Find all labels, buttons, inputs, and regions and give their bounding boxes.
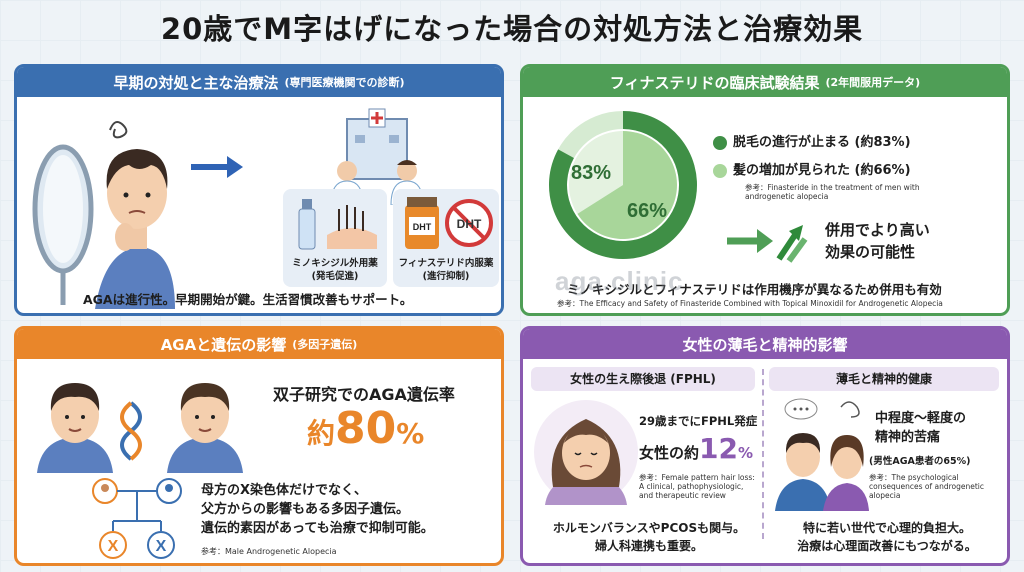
- growth-arrows-icon: [727, 225, 808, 263]
- finasteride-label: フィナステリド内服薬: [398, 258, 494, 269]
- finasteride-card: DHT DHT フィナステリド内服薬 (進行抑制): [393, 189, 499, 287]
- combo-caption: ミノキシジルとフィナステリドは作用機序が異なるため併用も有効: [567, 282, 942, 297]
- arrow-right-icon: [191, 156, 243, 178]
- female-hair-loss-panel: 女性の薄毛と精神的影響 女性の生え際後退 (FPHL) 薄毛と精神的健康 29歳…: [520, 326, 1010, 566]
- divider: [762, 369, 764, 539]
- mirror-man-illustration: [32, 144, 175, 309]
- early-treatment-caption: AGAは進行性。早期開始が鍵。生活習慣改善もサポート。: [83, 292, 413, 307]
- genetics-panel: AGAと遺伝の影響 (多因子遺伝) 双子研究でのAGA遺伝率 約80% X X …: [14, 326, 504, 566]
- page-title: 20歳でM字はげになった場合の対処方法と治療効果: [160, 12, 864, 46]
- worry-scribble-icon: [109, 120, 128, 139]
- trial-reference: 参考：Finasteride in the treatment of men w…: [745, 183, 920, 201]
- finasteride-donut-chart: 83% 66%: [549, 111, 697, 259]
- early-treatment-panel: 早期の対処と主な治療法 (専門医療機関での診断): [14, 64, 504, 316]
- female-hair-loss-heading: 女性の薄毛と精神的影響: [523, 329, 1007, 359]
- heritability-value: 約80%: [307, 403, 425, 454]
- mental-health-title: 薄毛と精神的健康: [769, 367, 999, 391]
- donut-label-0: 83%: [571, 162, 611, 184]
- fphl-caption: ホルモンバランスやPCOSも関与。 婦人科連携も重要。: [552, 521, 746, 553]
- fphl-title: 女性の生え際後退 (FPHL): [531, 367, 755, 391]
- finasteride-bottle-icon: DHT DHT: [405, 197, 493, 249]
- genetics-text: 母方のX染色体だけでなく、 父方からの影響もある多因子遺伝。 遺伝的素因があって…: [201, 483, 434, 536]
- twins-dna-illustration: [37, 383, 243, 473]
- legend-item-0: 脱毛の進行が止まる (約83%): [713, 131, 911, 150]
- combo-text-1: 併用でより高い: [825, 221, 930, 239]
- fphl-reference: 参考：Female pattern hair loss: A clinical,…: [639, 473, 755, 500]
- legend-swatch-1: [713, 163, 727, 178]
- watermark: aga.clinic: [555, 266, 684, 296]
- finasteride-trial-heading: フィナステリドの臨床試験結果 (2年間服用データ): [523, 67, 1007, 97]
- combo-text-2: 効果の可能性: [825, 243, 916, 261]
- x-chromosome-2: X: [156, 538, 167, 555]
- finasteride-sub: (進行抑制): [422, 271, 470, 282]
- mental-health-caption: 特に若い世代で心理的負担大。 治療は心理面改善にもつながる。: [797, 521, 977, 553]
- early-treatment-heading: 早期の対処と主な治療法 (専門医療機関での診断): [17, 67, 501, 97]
- donut-slice-1: [577, 131, 677, 239]
- minoxidil-spray-icon: [298, 199, 377, 250]
- genetics-reference: 参考：Male Androgenetic Alopecia: [201, 547, 337, 556]
- heritability-label: 双子研究でのAGA遺伝率: [273, 385, 455, 404]
- dht-bottle-text: DHT: [413, 222, 432, 232]
- family-tree-diagram: X X: [92, 478, 182, 559]
- legend-swatch-0: [713, 135, 727, 150]
- finasteride-trial-panel: フィナステリドの臨床試験結果 (2年間服用データ) 83% 66% 脱毛の進行が止…: [520, 64, 1010, 316]
- minoxidil-card: ミノキシジル外用薬 (発毛促進): [283, 189, 387, 287]
- couple-illustration: [775, 398, 869, 511]
- donut-slice-remainder: [569, 131, 623, 214]
- minoxidil-sub: (発毛促進): [311, 271, 359, 282]
- combo-reference: 参考：The Efficacy and Safety of Finasterid…: [557, 299, 943, 308]
- hospital-doctors-illustration: [330, 108, 424, 205]
- fphl-onset: 29歳までにFPHL発症: [639, 414, 758, 428]
- legend-item-1: 髪の増加が見られた (約66%): [713, 159, 911, 178]
- x-chromosome-1: X: [108, 538, 119, 555]
- woman-illustration: [534, 400, 638, 505]
- minoxidil-label: ミノキシジル外用薬: [292, 258, 378, 269]
- mental-health-reference: 参考：The psychological consequences of and…: [869, 473, 985, 500]
- dht-sign-text: DHT: [457, 217, 482, 231]
- donut-label-1: 66%: [627, 200, 667, 222]
- distress-stat: (男性AGA患者の65%): [869, 456, 971, 467]
- fphl-rate: 女性の約12%: [639, 432, 754, 465]
- distress-text: 中程度〜軽度の 精神的苦痛: [875, 411, 967, 445]
- genetics-heading: AGAと遺伝の影響 (多因子遺伝): [17, 329, 501, 359]
